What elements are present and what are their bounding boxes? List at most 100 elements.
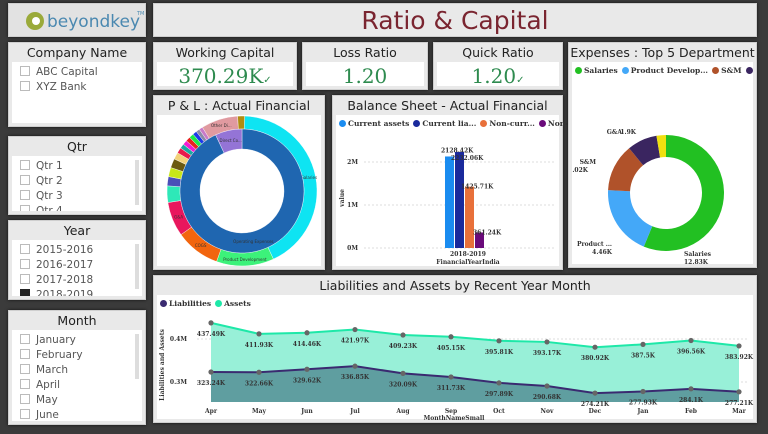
data-point[interactable]: [448, 334, 454, 340]
data-point[interactable]: [544, 339, 550, 345]
checkbox[interactable]: [20, 379, 30, 389]
data-point[interactable]: [496, 380, 502, 386]
donut-slice[interactable]: [237, 115, 245, 130]
bar[interactable]: [455, 152, 464, 248]
bar[interactable]: [465, 186, 474, 248]
donut-slice[interactable]: [179, 128, 305, 254]
chart-label: 1.9K: [620, 129, 636, 136]
legend-item[interactable]: Assets: [215, 299, 251, 308]
legend-label: Liabilities: [169, 299, 212, 308]
data-point[interactable]: [736, 343, 742, 349]
data-label: 320.09K: [389, 381, 418, 388]
slicer-item[interactable]: Qtr 1: [12, 159, 142, 174]
slicer-item[interactable]: 2017-2018: [12, 273, 142, 288]
data-label: 277.93K: [629, 399, 658, 406]
slicer-item[interactable]: January: [12, 333, 142, 348]
slicer-item[interactable]: 2018-2019: [12, 288, 142, 296]
legend-item[interactable]: Salaries: [575, 66, 618, 75]
checkbox[interactable]: [20, 160, 30, 170]
bar[interactable]: [475, 232, 484, 248]
data-point[interactable]: [208, 369, 214, 375]
data-point[interactable]: [688, 386, 694, 392]
checkbox[interactable]: [20, 244, 30, 254]
legend-item[interactable]: Product Develop...: [621, 66, 708, 75]
data-point[interactable]: [640, 388, 646, 395]
slicer-item[interactable]: Qtr 3: [12, 189, 142, 204]
data-point[interactable]: [352, 326, 358, 333]
data-point[interactable]: [592, 390, 598, 396]
data-point[interactable]: [304, 330, 310, 336]
data-value-label: 4.46K: [592, 249, 613, 256]
slicer-item[interactable]: May: [12, 393, 142, 408]
data-label: 421.97K: [341, 338, 370, 345]
y-tick-label: 0M: [347, 245, 358, 252]
slicer-item[interactable]: Qtr 4: [12, 204, 142, 211]
donut-slice[interactable]: [608, 190, 653, 247]
slicer-item[interactable]: June: [12, 408, 142, 421]
data-point[interactable]: [592, 344, 598, 350]
checkbox[interactable]: [20, 66, 30, 76]
data-point[interactable]: [208, 320, 214, 326]
data-point[interactable]: [400, 332, 406, 338]
checkbox[interactable]: [20, 364, 30, 374]
data-point[interactable]: [640, 341, 646, 347]
legend-item[interactable]: Current assets: [339, 119, 409, 128]
donut-slice[interactable]: [215, 128, 243, 154]
slicer-item[interactable]: March: [12, 363, 142, 378]
checkbox[interactable]: [20, 349, 30, 359]
data-point[interactable]: [448, 374, 454, 380]
scrollbar[interactable]: [135, 160, 139, 205]
data-point[interactable]: [400, 370, 406, 376]
data-point[interactable]: [304, 366, 310, 372]
x-tick-label: Jun: [300, 408, 313, 415]
data-point[interactable]: [352, 363, 358, 369]
legend-label: S&M: [721, 66, 742, 75]
legend-dot-icon: [712, 67, 720, 74]
slicer-item[interactable]: XYZ Bank: [12, 80, 142, 95]
legend-item[interactable]: Liabilities: [160, 299, 211, 308]
kpi-value: 1.20: [471, 64, 517, 88]
legend-item[interactable]: G&A: [745, 66, 753, 75]
svg-text:TM: TM: [136, 11, 144, 17]
legend-item[interactable]: S&M: [712, 66, 742, 75]
legend-item[interactable]: Current lia...: [413, 119, 476, 128]
data-point[interactable]: [256, 369, 262, 375]
data-point[interactable]: [736, 389, 742, 395]
slicer-item[interactable]: 2016-2017: [12, 258, 142, 273]
bar[interactable]: [445, 156, 454, 248]
data-label: 411.93K: [245, 342, 274, 349]
data-point[interactable]: [544, 383, 550, 389]
slicer-item[interactable]: February: [12, 348, 142, 363]
slicer-item[interactable]: ABC Capital: [12, 65, 142, 80]
donut-slice[interactable]: [643, 135, 724, 252]
data-point[interactable]: [688, 337, 694, 344]
donut-slice[interactable]: [166, 185, 181, 203]
data-point[interactable]: [256, 331, 262, 337]
donut-slice[interactable]: [629, 135, 661, 166]
checkbox[interactable]: [20, 289, 30, 296]
checkbox[interactable]: [20, 409, 30, 419]
donut-slice[interactable]: [608, 148, 644, 192]
slicer-item-label: XYZ Bank: [36, 81, 87, 93]
slicer-item[interactable]: Qtr 2: [12, 174, 142, 189]
checkbox[interactable]: [20, 190, 30, 200]
checkbox[interactable]: [20, 205, 30, 211]
legend-item[interactable]: Non-curr...: [480, 119, 535, 128]
donut-slice[interactable]: [656, 135, 666, 158]
checkbox[interactable]: [20, 274, 30, 284]
checkbox[interactable]: [20, 334, 30, 344]
scrollbar[interactable]: [135, 244, 139, 289]
checkbox[interactable]: [20, 259, 30, 269]
slicer-item[interactable]: 2015-2016: [12, 243, 142, 258]
data-point[interactable]: [496, 338, 502, 344]
slicer-item[interactable]: April: [12, 378, 142, 393]
checkbox[interactable]: [20, 175, 30, 185]
legend-label: Salaries: [584, 66, 618, 75]
checkbox[interactable]: [20, 394, 30, 404]
scrollbar[interactable]: [135, 334, 139, 379]
checkbox[interactable]: [20, 81, 30, 91]
page-title: Ratio & Capital: [361, 6, 549, 35]
y-tick-label: 0.3M: [170, 379, 187, 386]
x-tick-label: Apr: [204, 408, 218, 415]
